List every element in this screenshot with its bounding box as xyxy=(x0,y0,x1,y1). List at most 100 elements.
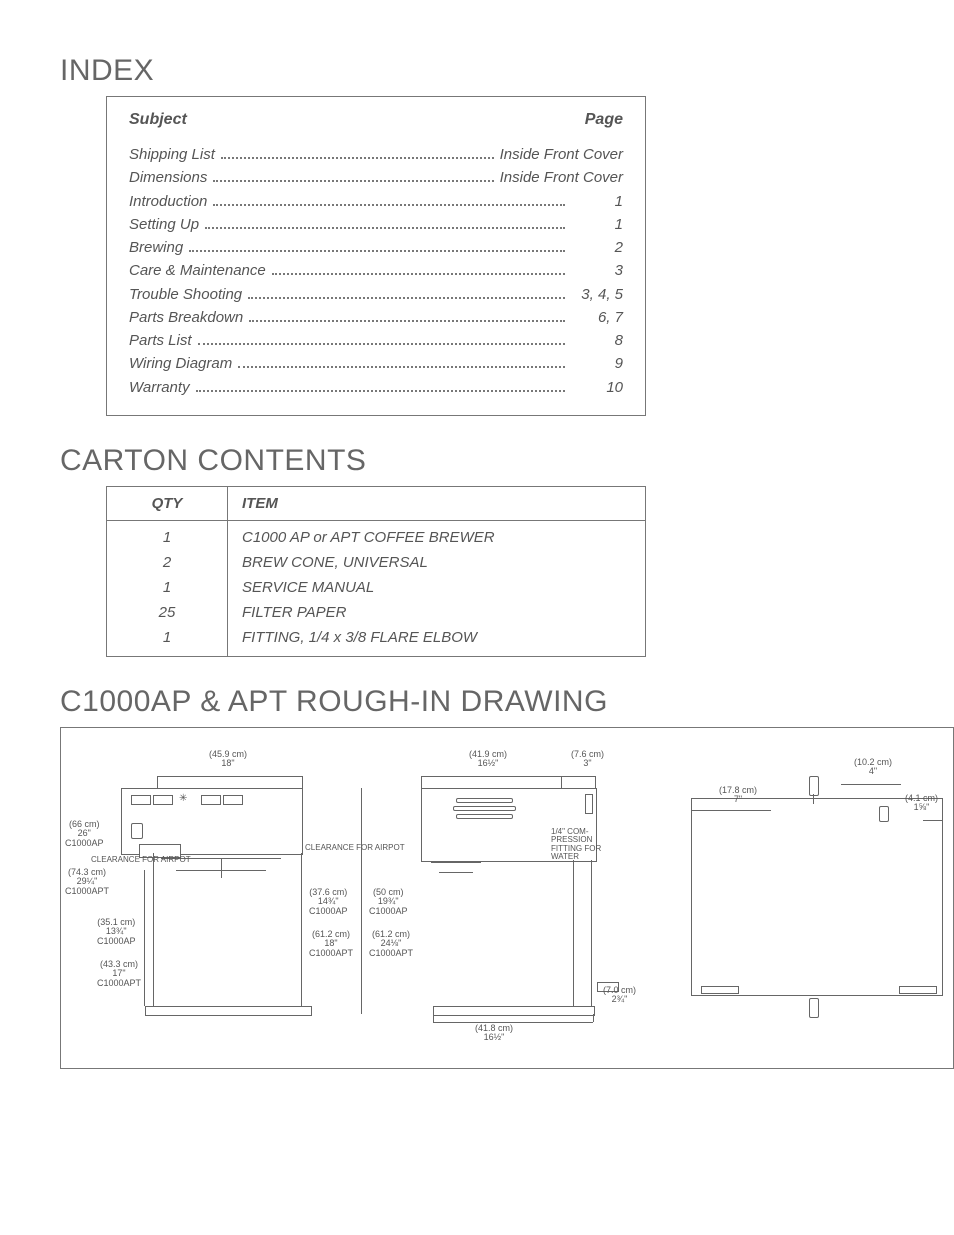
carton-row: 2BREW CONE, UNIVERSAL xyxy=(107,550,645,575)
leader-dots xyxy=(238,357,564,368)
index-row: Parts List 8 xyxy=(129,329,623,352)
index-page: 3, 4, 5 xyxy=(571,283,624,306)
carton-item: FITTING, 1/4 x 3/8 FLARE ELBOW xyxy=(228,625,645,656)
detail xyxy=(431,862,481,863)
index-page: 10 xyxy=(571,376,624,399)
index-page: 1 xyxy=(571,213,624,236)
carton-row: 1FITTING, 1/4 x 3/8 FLARE ELBOW xyxy=(107,625,645,656)
dim-line xyxy=(157,776,158,788)
dim-label: (50 cm)19¾"C1000AP xyxy=(369,888,408,916)
index-row: Wiring Diagram9 xyxy=(129,352,623,375)
carton-row: 1SERVICE MANUAL xyxy=(107,575,645,600)
detail xyxy=(573,860,574,1006)
dim-line xyxy=(302,776,303,788)
leader-dots xyxy=(213,195,564,206)
dim-line xyxy=(813,794,814,804)
carton-row: 1C1000 AP or APT COFFEE BREWER xyxy=(107,521,645,550)
dim-label: (7.6 cm)3" xyxy=(571,750,604,769)
dim-line xyxy=(433,1022,593,1023)
leader-dots xyxy=(205,218,564,229)
leader-dots xyxy=(249,311,564,322)
detail xyxy=(591,860,592,1006)
index-page: 9 xyxy=(571,352,624,375)
dim-label: (10.2 cm)4" xyxy=(854,758,892,777)
dim-label: (61.2 cm)24⅛"C1000APT xyxy=(369,930,413,958)
heading-drawing: C1000AP & APT ROUGH-IN DRAWING xyxy=(60,685,894,719)
heading-carton: CARTON CONTENTS xyxy=(60,444,894,478)
index-page: Inside Front Cover xyxy=(500,143,623,166)
dim-line xyxy=(561,776,595,777)
detail xyxy=(131,795,151,805)
detail xyxy=(701,986,739,994)
index-col-page: Page xyxy=(585,111,623,129)
dim-label: (35.1 cm)13¾"C1000AP xyxy=(97,918,136,946)
index-page: 2 xyxy=(571,236,624,259)
brewer-base xyxy=(145,1006,312,1016)
dim-line xyxy=(157,776,302,777)
carton-item: C1000 AP or APT COFFEE BREWER xyxy=(228,521,645,550)
index-col-subject: Subject xyxy=(129,111,187,129)
carton-row: 25FILTER PAPER xyxy=(107,600,645,625)
lock-icon xyxy=(131,823,143,839)
dim-line xyxy=(361,788,362,1014)
vent xyxy=(456,814,513,819)
dim-line xyxy=(593,1014,594,1022)
fitting-icon xyxy=(879,806,889,822)
fitting-icon xyxy=(809,776,819,796)
detail xyxy=(153,853,154,1008)
leader-dots xyxy=(213,171,493,182)
index-row: Setting Up1 xyxy=(129,213,623,236)
dim-line xyxy=(433,1014,434,1022)
detail xyxy=(153,795,173,805)
detail: ✳ xyxy=(179,794,187,805)
index-row: Parts Breakdown 6, 7 xyxy=(129,306,623,329)
dim-line xyxy=(144,870,145,1006)
dim-label: 1/4" COM- PRESSION FITTING FOR WATER xyxy=(551,828,601,862)
leader-dots xyxy=(196,381,565,392)
carton-qty: 1 xyxy=(107,575,228,600)
rough-in-drawing: (45.9 cm)18" ✳ (66 cm)26"C1000AP (74.3 c… xyxy=(60,727,954,1069)
index-row: Dimensions Inside Front Cover xyxy=(129,166,623,189)
carton-item: FILTER PAPER xyxy=(228,600,645,625)
detail xyxy=(201,795,221,805)
index-row: Introduction1 xyxy=(129,190,623,213)
carton-qty: 25 xyxy=(107,600,228,625)
dim-label: (66 cm)26"C1000AP xyxy=(65,820,104,848)
dim-label: CLEARANCE FOR AIRPOT xyxy=(305,844,405,852)
index-row: Care & Maintenance3 xyxy=(129,259,623,282)
index-subject: Brewing xyxy=(129,236,183,259)
plan-outline xyxy=(691,798,943,996)
side-base xyxy=(433,1006,595,1016)
index-subject: Parts Breakdown xyxy=(129,306,243,329)
index-row: Brewing 2 xyxy=(129,236,623,259)
carton-item: BREW CONE, UNIVERSAL xyxy=(228,550,645,575)
fitting-icon xyxy=(809,998,819,1018)
dim-line xyxy=(421,776,561,777)
carton-item: SERVICE MANUAL xyxy=(228,575,645,600)
dim-label: (41.8 cm)16½" xyxy=(475,1024,513,1043)
dim-label: (4.1 cm)1⅝" xyxy=(905,794,938,813)
carton-col-item: ITEM xyxy=(228,487,645,520)
leader-dots xyxy=(198,334,565,345)
index-subject: Parts List xyxy=(129,329,192,352)
index-page: 6, 7 xyxy=(571,306,624,329)
index-subject: Warranty xyxy=(129,376,190,399)
index-subject: Dimensions xyxy=(129,166,207,189)
dim-label: CLEARANCE FOR AIRPOT xyxy=(91,856,191,864)
carton-qty: 2 xyxy=(107,550,228,575)
detail xyxy=(301,853,302,1008)
dim-line xyxy=(691,810,771,811)
detail xyxy=(585,794,593,814)
detail xyxy=(221,858,222,878)
index-page: 8 xyxy=(571,329,624,352)
index-page: 1 xyxy=(571,190,624,213)
index-table: Subject Page Shipping ListInside Front C… xyxy=(106,96,646,416)
index-subject: Care & Maintenance xyxy=(129,259,266,282)
dim-label: (7.0 cm)2¾" xyxy=(603,986,636,1005)
index-page: Inside Front Cover xyxy=(500,166,623,189)
carton-table: QTY ITEM 1C1000 AP or APT COFFEE BREWER2… xyxy=(106,486,646,657)
vent xyxy=(453,806,516,811)
vent xyxy=(456,798,513,803)
dim-label: (61.2 cm)18"C1000APT xyxy=(309,930,353,958)
detail xyxy=(223,795,243,805)
